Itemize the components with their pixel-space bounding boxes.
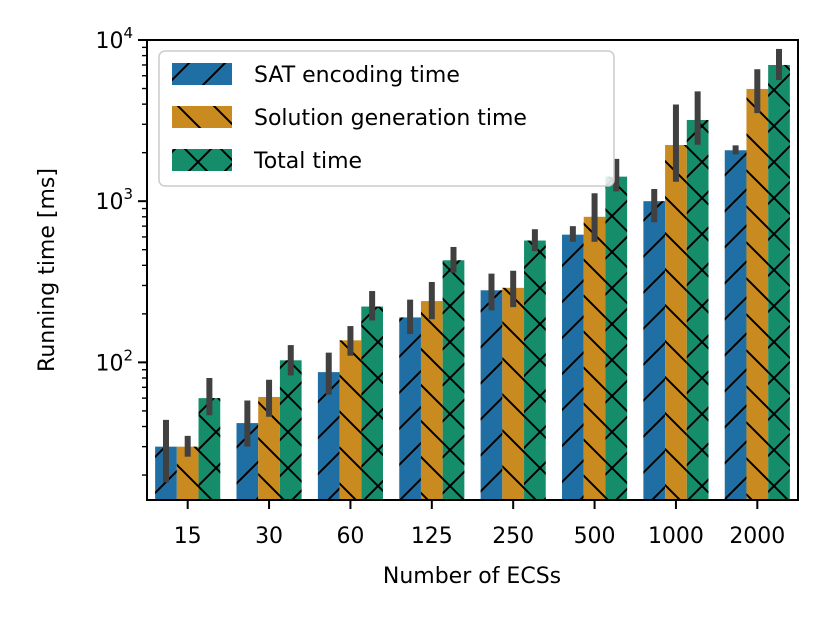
bar-hatch <box>361 306 383 500</box>
legend-swatch-hatch <box>172 106 232 128</box>
x-tick-label: 2000 <box>729 524 785 549</box>
bar-hatch <box>686 119 709 500</box>
legend-box <box>158 50 615 187</box>
x-tick-label: 1000 <box>648 524 704 549</box>
bar-hatch <box>605 176 628 500</box>
legend-swatch-hatch <box>172 63 232 85</box>
bar-hatch <box>583 216 606 500</box>
y-tick-label: 103 <box>95 185 133 215</box>
bar-hatch <box>724 150 747 500</box>
y-axis: 102 103 104 <box>95 24 147 476</box>
bar-hatch <box>665 145 687 500</box>
bar-hatch <box>236 423 259 500</box>
plot-frame <box>146 39 799 501</box>
bar-hatch <box>768 64 790 500</box>
bar-hatch <box>279 360 302 500</box>
x-axis: 15 30 60 125 250 500 1000 2000 <box>174 500 785 549</box>
x-tick-label: 500 <box>574 524 616 549</box>
bar-hatch <box>339 340 362 500</box>
legend-label: SAT encoding time <box>254 63 460 88</box>
x-tick-label: 15 <box>174 524 202 549</box>
bar-hatch <box>198 398 221 500</box>
y-tick-label: 104 <box>95 24 133 54</box>
legend-label: Solution generation time <box>254 106 527 131</box>
bar-hatch <box>442 260 465 500</box>
bar-hatch <box>480 290 503 500</box>
bars-layer <box>155 64 790 500</box>
bar-hatch <box>258 396 280 500</box>
bar-hatch <box>562 234 584 500</box>
bar-hatch <box>176 446 199 500</box>
error-bars-layer <box>162 48 783 483</box>
legend: SAT encoding time Solution generation tim… <box>158 50 615 187</box>
bar-hatch <box>399 317 421 500</box>
x-axis-label: Number of ECSs <box>383 564 561 589</box>
bar-hatch <box>420 301 443 500</box>
bar-hatch <box>317 372 340 500</box>
legend-label: Total time <box>253 149 362 174</box>
bar-hatch <box>746 88 769 500</box>
x-tick-label: 125 <box>411 524 453 549</box>
bar-hatch <box>643 201 666 500</box>
x-tick-label: 60 <box>336 524 364 549</box>
bar-hatch <box>502 287 525 500</box>
y-tick-label: 102 <box>95 346 133 376</box>
y-axis-label: Running time [ms] <box>35 168 60 372</box>
bar-hatch <box>524 240 546 500</box>
legend-swatch-hatch <box>172 149 232 171</box>
x-tick-label: 30 <box>255 524 283 549</box>
x-tick-label: 250 <box>492 524 534 549</box>
